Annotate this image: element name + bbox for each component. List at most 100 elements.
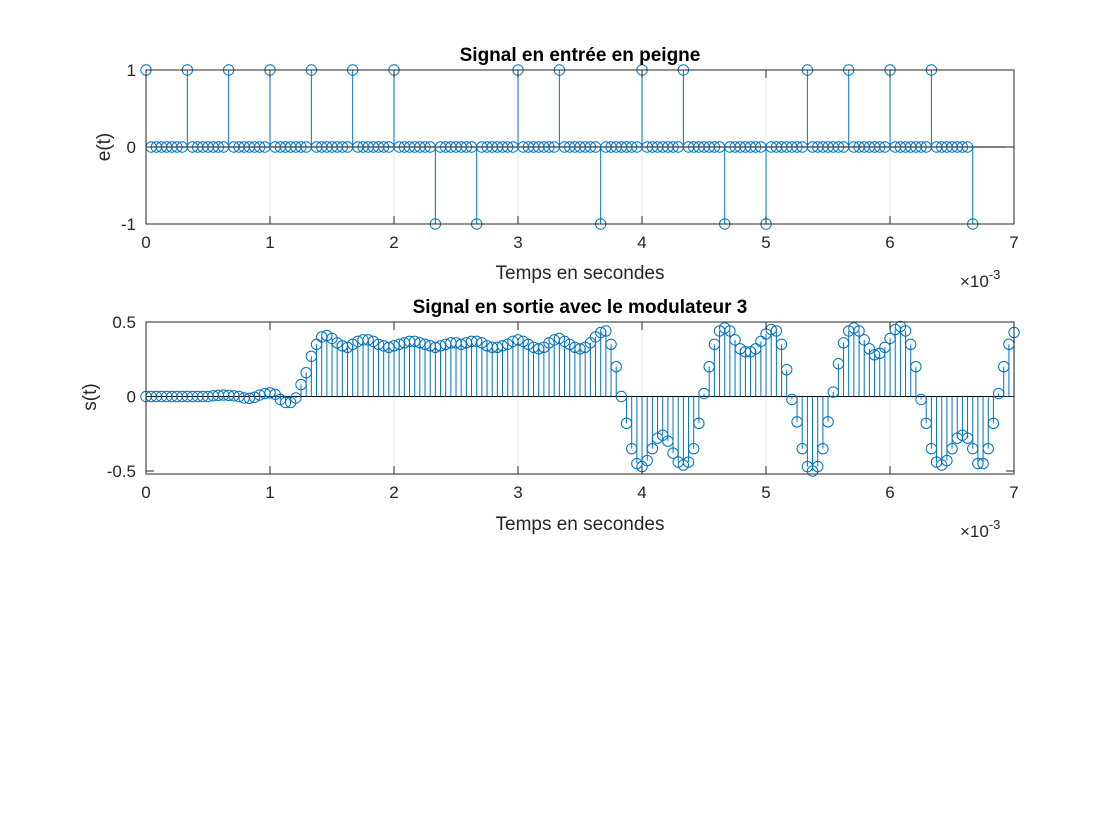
stem-marker bbox=[419, 338, 431, 351]
stem-marker bbox=[667, 141, 679, 153]
stem-marker bbox=[248, 391, 261, 403]
y-tick-label: -1 bbox=[121, 215, 136, 234]
stem-marker bbox=[724, 325, 736, 337]
stem-marker bbox=[858, 334, 870, 346]
axes-frame-2 bbox=[145, 321, 1015, 475]
stem-marker bbox=[600, 325, 612, 337]
stem-marker bbox=[336, 141, 349, 153]
y-tick-label: 0.5 bbox=[112, 313, 136, 332]
x-exponent-1: ×10-3 bbox=[960, 267, 1000, 291]
stem-marker bbox=[408, 335, 421, 348]
stem-marker bbox=[626, 141, 638, 153]
x-tick-label: 4 bbox=[637, 233, 646, 252]
stem-marker bbox=[987, 417, 1000, 430]
x-tick-label: 1 bbox=[265, 233, 274, 252]
stem-marker bbox=[641, 454, 653, 467]
stem-marker bbox=[708, 141, 721, 153]
stem-marker bbox=[770, 325, 783, 337]
x-axis-label-2: Temps en secondes bbox=[496, 514, 665, 535]
subplot-output-modulator: 0 1 2 3 4 5 6 7 -0.5 0 0.5 Signal en sortie avec … bbox=[80, 297, 1020, 541]
stem-marker bbox=[372, 338, 385, 351]
plot-title-1: Signal en entrée en peigne bbox=[460, 45, 701, 66]
x-axis-label-1: Temps en secondes bbox=[496, 263, 665, 284]
x-tick-label: 2 bbox=[389, 483, 398, 502]
stem-marker bbox=[682, 456, 695, 468]
stem-marker bbox=[584, 141, 597, 153]
stem-marker bbox=[543, 141, 555, 153]
x-tick-label: 1 bbox=[265, 483, 274, 502]
stem-marker bbox=[212, 141, 225, 153]
stem-marker bbox=[775, 338, 788, 351]
stem-marker bbox=[264, 387, 276, 399]
stem-marker bbox=[460, 141, 473, 153]
x-tick-label: 7 bbox=[1009, 483, 1018, 502]
stem-marker bbox=[853, 325, 865, 337]
stem-marker bbox=[941, 454, 953, 467]
x-exponent-power-2: -3 bbox=[989, 517, 1001, 532]
stem-marker bbox=[362, 334, 374, 346]
x-tick-label: 5 bbox=[761, 233, 770, 252]
stem-marker bbox=[822, 416, 834, 428]
x-tick-label: 3 bbox=[513, 233, 522, 252]
y-tick-label: 0 bbox=[127, 388, 136, 407]
stem-marker bbox=[295, 141, 307, 153]
stem-marker bbox=[171, 141, 183, 153]
stems-series-2 bbox=[140, 320, 1020, 477]
y-axis-label-2: s(t) bbox=[80, 383, 101, 410]
stem-marker bbox=[605, 338, 617, 351]
stem-marker bbox=[905, 338, 917, 351]
stem-marker bbox=[419, 141, 431, 153]
stem-marker bbox=[899, 325, 912, 337]
stem-marker bbox=[470, 335, 483, 348]
stem-marker bbox=[946, 442, 958, 455]
stem-marker bbox=[874, 141, 886, 153]
x-tick-label: 6 bbox=[885, 483, 894, 502]
stem-marker bbox=[791, 141, 803, 153]
y-tick-label: -0.5 bbox=[107, 462, 136, 481]
stem-marker bbox=[693, 417, 705, 430]
x-tick-label: 4 bbox=[637, 483, 646, 502]
stem-marker bbox=[646, 442, 659, 455]
stem-marker bbox=[253, 141, 266, 153]
x-tick-label: 2 bbox=[389, 233, 398, 252]
stem-marker bbox=[512, 334, 524, 346]
x-tick-label: 6 bbox=[885, 233, 894, 252]
x-tick-label: 7 bbox=[1009, 233, 1018, 252]
x-tick-label: 3 bbox=[513, 483, 522, 502]
x-ticks-1: 0 1 2 3 4 5 6 7 bbox=[141, 70, 1019, 252]
y-tick-label: 0 bbox=[127, 138, 136, 157]
x-tick-label: 0 bbox=[141, 233, 150, 252]
stem-marker bbox=[977, 457, 989, 470]
stem-marker bbox=[243, 392, 256, 404]
stem-marker bbox=[501, 141, 514, 153]
plot-title-2: Signal en sortie avec le modulateur 3 bbox=[413, 297, 748, 318]
stem-marker bbox=[832, 141, 845, 153]
y-ticks-1: -1 0 1 bbox=[121, 61, 1014, 234]
subplot-input-comb: 0 1 2 3 4 5 6 7 -1 0 1 Signal en entrée en peigne… bbox=[94, 45, 1019, 291]
stem-marker bbox=[377, 141, 390, 153]
stem-marker bbox=[729, 334, 741, 346]
stem-marker bbox=[982, 442, 994, 455]
stem-marker bbox=[750, 141, 762, 153]
y-tick-label: 1 bbox=[127, 61, 136, 80]
stem-marker bbox=[910, 361, 922, 373]
axes-box-2 bbox=[146, 322, 1014, 474]
stem-marker bbox=[414, 337, 426, 349]
stem-marker bbox=[610, 361, 622, 373]
stem-marker bbox=[812, 460, 824, 473]
x-ticks-2: 0 1 2 3 4 5 6 7 bbox=[141, 322, 1019, 502]
y-axis-label-1: e(t) bbox=[94, 133, 115, 162]
stem-marker bbox=[915, 141, 927, 153]
y-ticks-2: -0.5 0 0.5 bbox=[107, 313, 1014, 481]
stem-marker bbox=[688, 442, 700, 455]
x-exponent-2: ×10-3 bbox=[960, 517, 1000, 541]
x-tick-label: 0 bbox=[141, 483, 150, 502]
stem-marker bbox=[956, 141, 969, 153]
x-tick-label: 5 bbox=[761, 483, 770, 502]
stem-marker bbox=[817, 442, 829, 455]
stem-marker bbox=[290, 392, 302, 404]
x-exponent-power-1: -3 bbox=[989, 267, 1001, 282]
x-exponent-base-2: ×10 bbox=[960, 522, 989, 541]
x-exponent-base-1: ×10 bbox=[960, 272, 989, 291]
